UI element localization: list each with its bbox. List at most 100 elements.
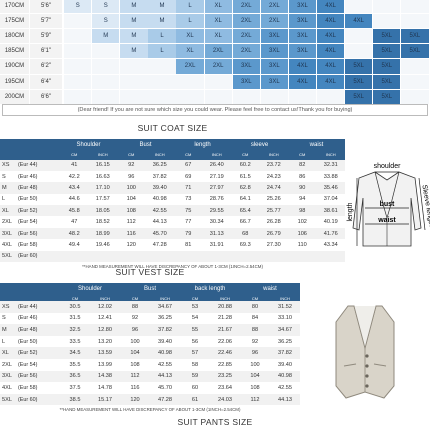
- size-value: 106: [297, 230, 307, 237]
- size-cell: 5XL: [373, 59, 401, 74]
- height-ft: 6'4": [30, 74, 62, 89]
- coat-diagram: shoulder bust waist length Sleeve length: [347, 163, 430, 247]
- size-eur: (Eur 44): [18, 303, 38, 310]
- size-cell: [120, 59, 148, 74]
- size-eur: (Eur 50): [18, 338, 38, 345]
- row-bg: [0, 359, 300, 371]
- size-value: 36.25: [158, 315, 172, 322]
- size-eur: (Eur 58): [18, 384, 38, 391]
- size-cell: 4XL: [288, 74, 317, 89]
- unit-header: INCH: [268, 151, 279, 157]
- height-ft: 5'6": [30, 0, 62, 13]
- size-value: 68: [242, 230, 249, 237]
- pocket: [373, 363, 387, 367]
- section-title: SUIT VEST SIZE: [115, 267, 185, 277]
- size-value: 100: [126, 184, 136, 191]
- size-value: 24.03: [218, 396, 232, 403]
- size-value: 86: [299, 173, 306, 180]
- size-cell: 3XL: [288, 0, 317, 13]
- unit-header: CM: [251, 295, 259, 301]
- size-value: 59: [191, 373, 199, 380]
- size-value: 64.1: [239, 196, 251, 203]
- size-name: 2XL: [2, 361, 12, 368]
- height-ft: 5'7": [30, 13, 62, 29]
- size-value: 38.61: [323, 207, 338, 214]
- size-value: 43.4: [68, 184, 80, 191]
- size-value: 112: [250, 396, 260, 403]
- column-header: Shoulder: [77, 286, 103, 292]
- size-cell: S: [92, 13, 120, 29]
- size-cell: 3XL: [232, 74, 260, 89]
- row-bg: [0, 182, 345, 194]
- section-title: SUIT PANTS SIZE: [177, 417, 253, 427]
- size-value: 92: [128, 162, 135, 169]
- size-cell: 4XL: [316, 13, 345, 29]
- size-value: 22.06: [218, 338, 232, 345]
- size-cell: [345, 44, 373, 59]
- size-value: 22.85: [218, 361, 232, 368]
- size-value: 41.76: [323, 230, 338, 237]
- size-value: 92: [251, 338, 259, 345]
- row-bg: [0, 216, 345, 228]
- size-cell: 2XL: [232, 0, 260, 13]
- size-cell: 3XL: [288, 13, 317, 29]
- height-cm: 180CM: [0, 28, 30, 44]
- size-value: 96: [128, 173, 135, 180]
- size-value: 43.34: [323, 241, 338, 248]
- unit-header: CM: [299, 151, 306, 157]
- size-value: 44.13: [278, 396, 292, 403]
- size-value: 49.4: [68, 241, 80, 248]
- column-header: length: [194, 142, 211, 148]
- size-cell: 5XL: [373, 89, 401, 105]
- size-value: 62.8: [239, 184, 251, 191]
- size-value: 48.2: [68, 230, 80, 237]
- row-bg: [0, 393, 300, 406]
- unit-header: CM: [131, 295, 139, 301]
- size-value: 42.55: [158, 361, 172, 368]
- size-name: XS: [2, 162, 10, 169]
- unit-header: INCH: [220, 295, 230, 301]
- column-header: Bust: [139, 142, 152, 148]
- size-value: 34.67: [278, 326, 292, 333]
- size-cell: [345, 28, 373, 44]
- size-cell: 3XL: [260, 28, 289, 44]
- size-cell: [92, 74, 120, 89]
- size-cell: [401, 74, 429, 89]
- size-name: XL: [2, 207, 9, 214]
- button: [365, 354, 369, 358]
- size-value: 120: [130, 396, 140, 403]
- size-cell: [148, 89, 176, 105]
- size-cell: M: [148, 0, 176, 13]
- unit-header: INCH: [154, 151, 165, 157]
- size-value: 47.28: [152, 241, 167, 248]
- size-cell: 3XL: [288, 28, 317, 44]
- size-value: 26.79: [266, 230, 281, 237]
- size-value: 73: [185, 196, 192, 203]
- size-value: 81: [185, 241, 192, 248]
- size-value: 80: [251, 303, 259, 310]
- label-shoulder: shoulder: [374, 163, 402, 170]
- size-name: S: [2, 315, 6, 322]
- size-name: XS: [2, 303, 10, 310]
- section-title: SUIT COAT SIZE: [137, 123, 208, 133]
- label-length: length: [347, 202, 354, 221]
- size-value: 17.10: [95, 184, 110, 191]
- size-cell: 3XL: [260, 44, 289, 59]
- size-value: 30.5: [69, 303, 81, 310]
- size-cell: 2XL: [232, 44, 260, 59]
- row-bg: [0, 170, 345, 183]
- size-value: 37.82: [278, 350, 292, 357]
- size-eur: (Eur 46): [18, 315, 38, 322]
- size-value: 104: [130, 350, 140, 357]
- size-value: 21.67: [218, 326, 232, 333]
- size-cell: XL: [204, 28, 232, 44]
- size-value: 37.04: [323, 196, 338, 203]
- size-value: 33.88: [323, 173, 338, 180]
- size-cell: 5XL: [373, 44, 401, 59]
- size-cell: M: [120, 28, 148, 44]
- height-cm: 195CM: [0, 74, 30, 89]
- button: [365, 384, 369, 388]
- size-value: 14.78: [98, 384, 112, 391]
- measure-note: **HAND MEASUREMENT WILL HAVE DISCREPANCY…: [59, 406, 241, 412]
- size-value: 35.5: [69, 361, 81, 368]
